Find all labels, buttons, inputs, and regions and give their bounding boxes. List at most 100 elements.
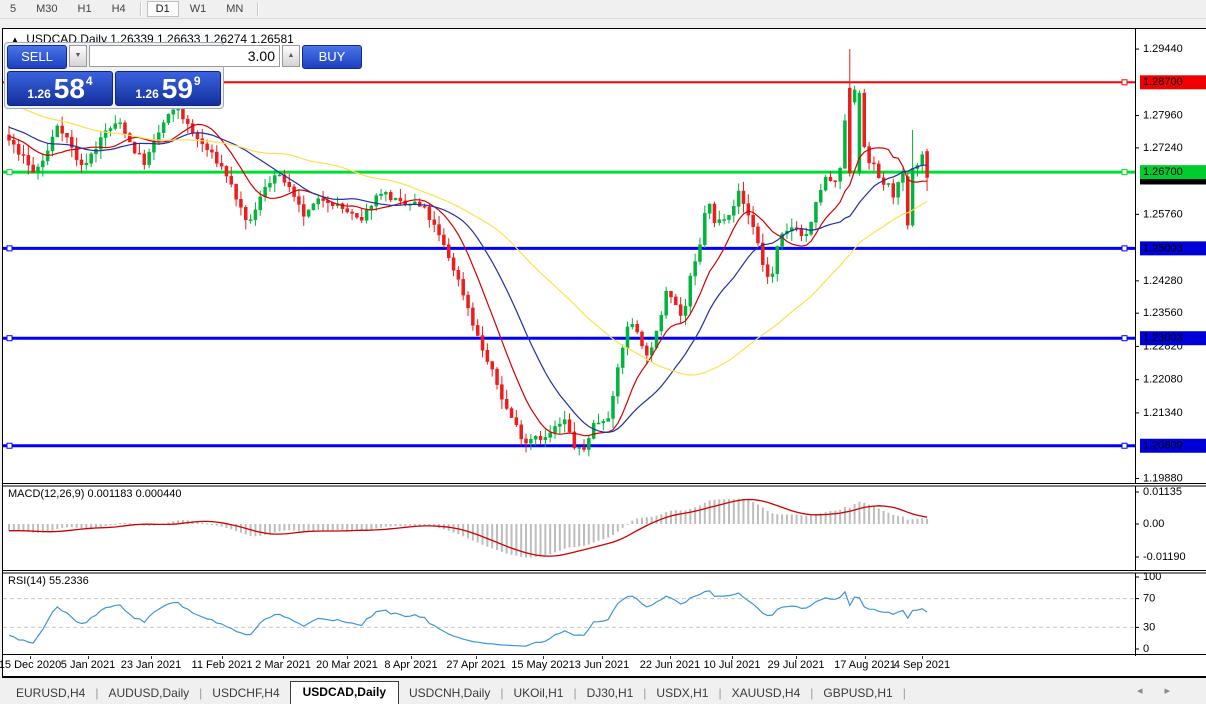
hline-price-label [1140, 165, 1206, 180]
chart-tab-DJ30-H1[interactable]: DJ30,H1 [586, 686, 634, 700]
time-axis-label: 2 Mar 2021 [255, 659, 311, 671]
time-axis-tick [796, 656, 797, 659]
time-axis-label: 3 Jun 2021 [574, 659, 630, 671]
sell-price-sup: 4 [85, 74, 93, 88]
time-axis-label: 8 Apr 2021 [384, 659, 438, 671]
price-axis-tick: 1.27960 [1143, 109, 1183, 121]
macd-indicator-label: MACD(12,26,9) 0.001183 0.000440 [8, 488, 182, 500]
time-axis[interactable]: 15 Dec 2020 5 Jan 2021 23 Jan 2021 11 Feb 2… [0, 656, 1206, 676]
timeframe-button-D1[interactable]: D1 [146, 1, 179, 17]
chart-tab-GBPUSD-H1[interactable]: GBPUSD,H1 [823, 686, 893, 700]
chart-tab-USDCAD-Daily[interactable]: USDCAD,Daily [289, 681, 399, 704]
sell-button[interactable]: SELL [7, 45, 67, 69]
time-axis-tick [670, 656, 671, 659]
rsi-axis-tick: 70 [1143, 593, 1155, 605]
sell-price-big: 58 [53, 73, 85, 104]
rsi-panel[interactable]: 100 70 30 0 [3, 570, 1206, 656]
time-axis-tick [151, 656, 152, 659]
toolbar-separator [257, 2, 260, 16]
svg-text:1.26700: 1.26700 [1143, 166, 1183, 178]
volume-decrease-button[interactable]: ▼ [69, 45, 87, 67]
line-handle[interactable] [1121, 335, 1128, 342]
hline-price-label [1140, 438, 1206, 453]
buy-price-tile[interactable]: 1.26 59 9 [115, 71, 221, 106]
macd-axis-tick: 0.01135 [1143, 486, 1182, 498]
chart-tab-AUDUSD-Daily[interactable]: AUDUSD,Daily [108, 686, 190, 700]
line-handle[interactable] [6, 245, 13, 252]
timeframe-button-H1[interactable]: H1 [77, 3, 92, 15]
buy-button[interactable]: BUY [302, 45, 362, 69]
svg-text:1.23003: 1.23003 [1143, 332, 1183, 344]
time-axis-tick [222, 656, 223, 659]
chart-tab-USDCHF-H4[interactable]: USDCHF,H4 [212, 686, 280, 700]
volume-increase-button[interactable]: ▲ [282, 45, 300, 67]
tab-separator: | [95, 686, 99, 700]
rsi-indicator-label: RSI(14) 55.2336 [8, 575, 89, 587]
chart-tab-USDCNH-Daily[interactable]: USDCNH,Daily [409, 686, 491, 700]
tab-scroll-right-icon[interactable]: ▸ [1164, 685, 1192, 697]
time-axis-label: 20 Mar 2021 [316, 659, 378, 671]
line-handle[interactable] [1121, 79, 1128, 86]
hline-price-label [1140, 241, 1206, 256]
line-handle[interactable] [6, 335, 13, 342]
time-axis-tick [602, 656, 603, 659]
tab-separator: | [573, 686, 577, 700]
moving-average-21 [8, 126, 928, 434]
time-axis-label: 27 Apr 2021 [446, 659, 506, 671]
tab-separator: | [199, 686, 203, 700]
line-handle[interactable] [1121, 245, 1128, 252]
rsi-line [8, 590, 928, 647]
macd-axis-tick: 0.00 [1143, 518, 1164, 530]
timeframe-button-MN[interactable]: MN [226, 3, 244, 15]
price-axis-tick: 1.25760 [1143, 208, 1183, 220]
sell-price-tile[interactable]: 1.26 58 4 [7, 71, 113, 106]
price-axis-tick: 1.23560 [1143, 307, 1183, 319]
line-handle[interactable] [1121, 442, 1128, 449]
time-axis-label: 11 Feb 2021 [191, 659, 253, 671]
volume-input[interactable] [89, 45, 280, 67]
chart-window: 1.29440 1.27960 1.27240 1.25760 1.24280 1.235… [0, 28, 1206, 678]
rsi-axis-tick: 30 [1143, 621, 1155, 633]
time-axis-label: 17 Aug 2021 [834, 659, 896, 671]
line-handle[interactable] [1121, 169, 1128, 176]
chart-tab-XAUUSD-H4[interactable]: XAUUSD,H4 [731, 686, 801, 700]
sell-price-prefix: 1.26 [27, 87, 51, 101]
time-axis-label: 10 Jul 2021 [703, 659, 761, 671]
timeframe-button-M30[interactable]: M30 [36, 3, 58, 15]
tab-scroll-arrows[interactable]: ◂▸ [1137, 684, 1192, 697]
buy-price-big: 59 [161, 73, 193, 104]
one-click-trading-panel: SELL ▼ ▲ BUY 1.26 58 4 1.26 59 9 [4, 42, 362, 109]
svg-text:1.28700: 1.28700 [1143, 76, 1183, 88]
tab-separator: | [643, 686, 647, 700]
timeframe-button-H4[interactable]: H4 [111, 3, 126, 15]
chart-tab-UKOil-H1[interactable]: UKOil,H1 [513, 686, 564, 700]
symbol-tab-bar: EURUSD,H4 | AUDUSD,Daily | USDCHF,H4 USDCAD,D… [0, 678, 1206, 704]
time-axis-label: 29 Jul 2021 [767, 659, 825, 671]
price-axis-tick: 1.19880 [1143, 472, 1183, 483]
price-axis-tick: 1.21340 [1143, 407, 1183, 419]
time-axis-tick [347, 656, 348, 659]
chart-tab-EURUSD-H4[interactable]: EURUSD,H4 [16, 686, 86, 700]
rsi-axis-tick: 100 [1143, 571, 1161, 583]
price-chart-panel[interactable]: 1.29440 1.27960 1.27240 1.25760 1.24280 1.235… [3, 29, 1206, 483]
time-axis-tick [411, 656, 412, 659]
time-axis-tick [732, 656, 733, 659]
tab-separator: | [810, 686, 814, 700]
macd-panel[interactable]: 0.01135 0.00 -0.01190 [3, 483, 1206, 570]
time-axis-tick [865, 656, 866, 659]
hline-group [3, 79, 1135, 449]
time-axis-label: 5 Jan 2021 [60, 659, 116, 671]
price-axis-tick: 1.27240 [1143, 142, 1183, 154]
line-handle[interactable] [6, 442, 13, 449]
tab-scroll-left-icon[interactable]: ◂ [1136, 685, 1165, 697]
price-axis-tick: 1.24280 [1143, 275, 1183, 287]
buy-price-sup: 9 [193, 74, 201, 88]
time-axis-tick [922, 656, 923, 659]
chart-tab-USDX-H1[interactable]: USDX,H1 [656, 686, 709, 700]
timeframe-button-W1[interactable]: W1 [189, 3, 207, 15]
timeframe-button-5[interactable]: 5 [10, 3, 17, 15]
line-handle[interactable] [6, 169, 13, 176]
time-axis-tick [283, 656, 284, 659]
hline-price-label [1140, 331, 1206, 346]
